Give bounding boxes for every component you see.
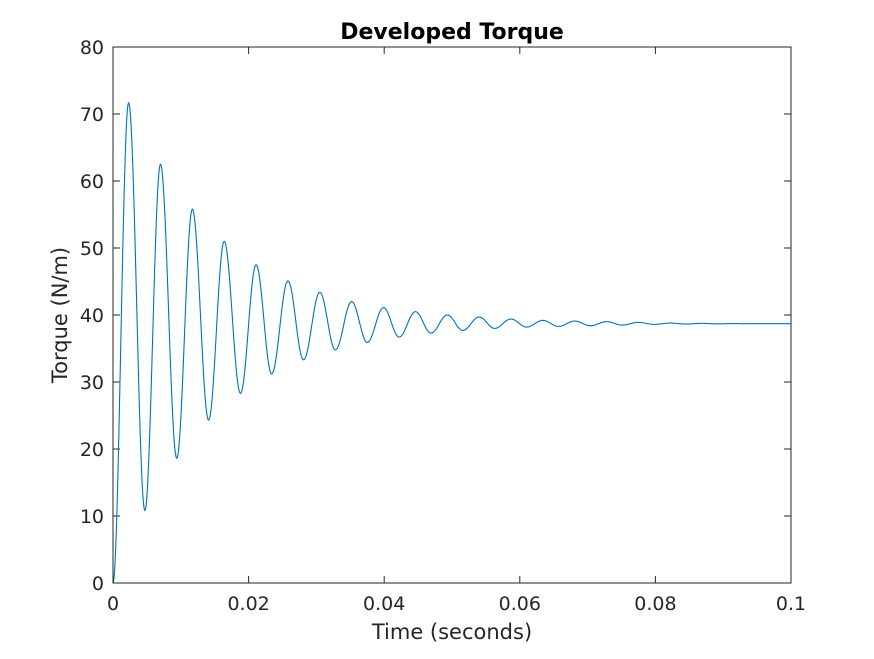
x-tick-label: 0.08 [634,593,676,615]
x-tick-label: 0.02 [227,593,269,615]
x-tick-label: 0.06 [499,593,541,615]
plot-box [112,46,792,584]
y-tick-label: 70 [80,104,104,126]
x-axis-label: Time (seconds) [371,620,532,644]
y-tick-label: 0 [92,573,104,595]
y-tick-label: 20 [80,439,104,461]
torque-series-line [112,102,791,584]
x-tick-label: 0 [107,593,119,615]
plot-area [113,47,791,583]
axis-tick-labels: 0 0.02 0.04 0.06 0.08 0.1 0 10 20 30 40 50 60 70 80 [80,37,806,615]
x-tick-label: 0.04 [363,593,405,615]
chart-title: Developed Torque [340,20,564,45]
y-tick-label: 30 [80,372,104,394]
y-tick-label: 60 [80,171,104,193]
x-tick-label: 0.1 [776,593,806,615]
y-axis-label: Torque (N/m) [48,247,72,384]
y-tick-label: 10 [80,506,104,528]
y-tick-label: 40 [80,305,104,327]
y-tick-label: 80 [80,37,104,59]
y-tick-label: 50 [80,238,104,260]
